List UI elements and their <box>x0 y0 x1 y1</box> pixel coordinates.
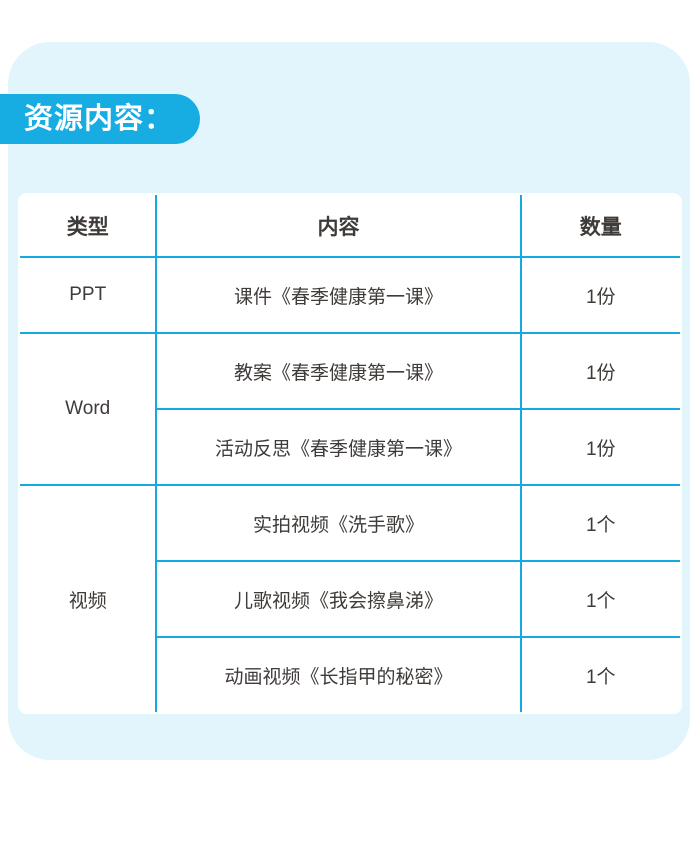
table-row: Word 教案《春季健康第一课》 1份 <box>20 332 680 486</box>
cell-count: 1份 <box>519 332 680 410</box>
cell-count: 1个 <box>519 560 680 638</box>
cell-content: 课件《春季健康第一课》 <box>155 256 522 334</box>
cell-count: 1份 <box>519 256 680 334</box>
table-header-row: 类型 内容 数量 <box>20 195 680 258</box>
column-header-content: 内容 <box>155 195 522 258</box>
table-row: 活动反思《春季健康第一课》 1份 <box>20 408 680 486</box>
cell-count: 1份 <box>519 408 680 486</box>
table-body: PPT 课件《春季健康第一课》 1份 Word 教案《春季健康第一课》 1份 活… <box>20 256 680 712</box>
cell-content: 教案《春季健康第一课》 <box>155 332 522 410</box>
table-row: 视频 实拍视频《洗手歌》 1个 <box>20 484 680 712</box>
cell-type: 视频 <box>20 484 158 712</box>
resource-contents-table: 类型 内容 数量 PPT 课件《春季健康第一课》 1份 Word 教案《春季健康… <box>18 193 682 714</box>
cell-content: 活动反思《春季健康第一课》 <box>156 408 522 486</box>
cell-count: 1个 <box>519 636 680 712</box>
table-row: 动画视频《长指甲的秘密》 1个 <box>20 636 680 712</box>
cell-content: 儿歌视频《我会擦鼻涕》 <box>156 560 522 638</box>
table-header: 类型 内容 数量 <box>20 195 680 258</box>
section-title-badge: 资源内容： <box>0 94 201 144</box>
cell-type: Word <box>20 332 158 486</box>
table-row: 儿歌视频《我会擦鼻涕》 1个 <box>20 560 680 638</box>
cell-count: 1个 <box>519 484 680 562</box>
section-title-label: 资源内容： <box>24 102 175 135</box>
cell-content: 实拍视频《洗手歌》 <box>155 484 522 562</box>
cell-type: PPT <box>20 256 158 334</box>
table-row: PPT 课件《春季健康第一课》 1份 <box>20 256 680 334</box>
column-header-type: 类型 <box>20 195 158 258</box>
cell-content: 动画视频《长指甲的秘密》 <box>156 636 522 712</box>
column-header-count: 数量 <box>519 195 680 258</box>
